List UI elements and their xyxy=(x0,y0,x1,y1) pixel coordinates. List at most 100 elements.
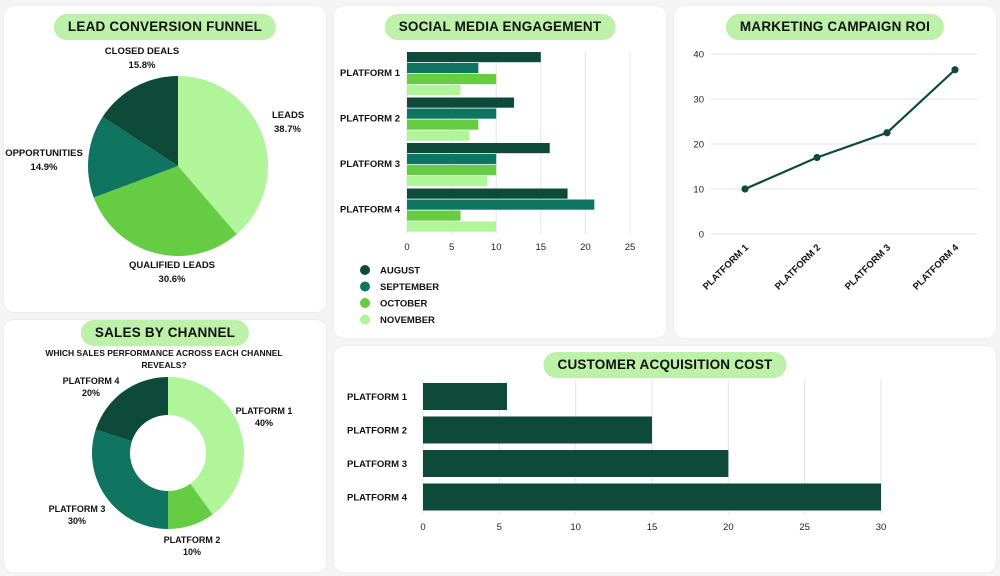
lead-funnel-card: LEAD CONVERSION FUNNEL LEADS 38.7% QUALIFI… xyxy=(4,6,326,312)
sales-channel-chart: WHICH SALES PERFORMANCE ACROSS EACH CHAN… xyxy=(45,348,292,557)
social-engagement-chart: 0 5 10 15 20 25 PLATFORM 1 PLATFORM 2 PLATFORM 3… xyxy=(340,52,636,326)
bar-platform-3-september xyxy=(407,154,497,165)
roi-point-platform-3 xyxy=(883,129,891,137)
bar-platform-3-october xyxy=(407,165,497,176)
social-engagement-card: SOCIAL MEDIA ENGAGEMENT 0 5 10 15 20 25 PLATFO… xyxy=(334,6,666,338)
donut-slice-platform-4 xyxy=(95,377,168,442)
x-tick-30: 30 xyxy=(876,522,887,533)
bar-platform-2-november xyxy=(407,130,470,141)
x-tick-platform-1: PLATFORM 1 xyxy=(701,242,752,293)
legend-marker-august xyxy=(360,265,370,275)
bar-platform-3 xyxy=(423,450,729,477)
roi-point-platform-4 xyxy=(951,66,959,74)
slice-qualified-leads xyxy=(93,166,237,256)
sales-channel-title: SALES BY CHANNEL xyxy=(80,320,250,346)
slice-closed-deals xyxy=(102,76,178,166)
y-tick-0: 0 xyxy=(699,230,704,241)
roi-point-platform-2 xyxy=(813,153,821,162)
donut-slice-platform-2 xyxy=(168,483,213,529)
donut-label-platform-2: PLATFORM 2 xyxy=(164,535,221,545)
donut-value-platform-3: 30% xyxy=(68,516,86,526)
sales-channel-subtitle: WHICH SALES PERFORMANCE ACROSS EACH CHAN… xyxy=(45,348,282,370)
donut-value-platform-4: 20% xyxy=(82,388,100,398)
legend-label-november: NOVEMBER xyxy=(380,315,435,326)
sales-channel-card: SALES BY CHANNEL WHICH SALES PERFORMANCE… xyxy=(4,320,326,572)
category-label-platform-3: PLATFORM 3 xyxy=(347,459,407,470)
category-label-platform-2: PLATFORM 2 xyxy=(347,426,407,437)
legend-marker-november xyxy=(360,314,370,325)
donut-slice-platform-3 xyxy=(91,429,168,529)
donut-label-platform-3: PLATFORM 3 xyxy=(49,504,106,514)
y-tick-40: 40 xyxy=(693,50,704,61)
y-tick-10: 10 xyxy=(693,185,704,196)
slice-label-qualified-leads: QUALIFIED LEADS xyxy=(129,260,215,271)
bar-platform-4-august xyxy=(407,188,568,199)
donut-value-platform-2: 10% xyxy=(183,547,201,557)
slice-label-closed-deals: CLOSED DEALS xyxy=(105,46,179,57)
x-tick-platform-2: PLATFORM 2 xyxy=(773,242,823,292)
campaign-roi-chart: 0 10 20 30 40 PLATFORM 1 PLATFORM 2 PLATFORM 3 P… xyxy=(693,50,978,293)
legend-label-september: SEPTEMBER xyxy=(380,282,439,293)
x-tick-15: 15 xyxy=(647,522,658,533)
legend-label-october: OCTOBER xyxy=(380,299,427,310)
x-tick-10: 10 xyxy=(570,522,581,533)
bar-platform-2-september xyxy=(407,108,497,119)
legend-marker-september xyxy=(360,281,370,292)
lead-funnel-chart: LEADS 38.7% QUALIFIED LEADS 30.6% OPPORTUNIT… xyxy=(5,46,304,285)
bar-platform-3-august xyxy=(407,143,550,154)
category-label-platform-4: PLATFORM 4 xyxy=(340,205,401,216)
campaign-roi-card: MARKETING CAMPAIGN ROI 0 10 20 30 40 PLATFORM… xyxy=(674,6,996,338)
category-label-platform-1: PLATFORM 1 xyxy=(347,392,408,403)
category-label-platform-3: PLATFORM 3 xyxy=(340,159,400,170)
bar-platform-1-september xyxy=(407,63,479,74)
bar-platform-2 xyxy=(423,416,652,444)
x-tick-10: 10 xyxy=(491,242,502,253)
slice-value-qualified-leads: 30.6% xyxy=(159,274,186,285)
donut-value-platform-1: 40% xyxy=(255,418,273,428)
acquisition-cost-card: CUSTOMER ACQUISITION COST 0 5 10 15 20 25 30 PL… xyxy=(334,346,996,572)
bar-platform-1-august xyxy=(407,52,541,63)
y-tick-30: 30 xyxy=(693,95,704,106)
x-tick-0: 0 xyxy=(420,522,425,533)
bar-platform-2-august xyxy=(407,97,515,108)
donut-label-platform-4: PLATFORM 4 xyxy=(63,376,120,386)
social-engagement-title: SOCIAL MEDIA ENGAGEMENT xyxy=(384,14,616,40)
category-label-platform-4: PLATFORM 4 xyxy=(347,493,408,504)
category-label-platform-1: PLATFORM 1 xyxy=(340,68,401,79)
bar-platform-3-november xyxy=(407,176,488,187)
slice-value-opportunities: 14.9% xyxy=(31,162,58,173)
legend-marker-october xyxy=(360,298,370,308)
bar-platform-4-october xyxy=(407,210,461,221)
y-tick-20: 20 xyxy=(693,140,704,151)
x-tick-15: 15 xyxy=(536,242,547,253)
slice-label-leads: LEADS xyxy=(272,110,304,121)
x-tick-5: 5 xyxy=(449,242,454,253)
x-tick-25: 25 xyxy=(625,242,636,253)
bar-platform-4-september xyxy=(407,199,595,210)
roi-line xyxy=(744,68,956,191)
bar-platform-4-november xyxy=(407,221,497,232)
bar-platform-2-october xyxy=(407,119,479,130)
donut-slice-platform-1 xyxy=(168,377,244,515)
acquisition-cost-chart: 0 5 10 15 20 25 30 PLATFORM 1 PLATFORM 2 PLATFORM… xyxy=(347,380,887,533)
x-tick-20: 20 xyxy=(580,242,591,253)
x-tick-0: 0 xyxy=(404,242,409,253)
x-tick-platform-4: PLATFORM 4 xyxy=(911,242,962,293)
slice-value-leads: 38.7% xyxy=(274,124,301,135)
x-tick-5: 5 xyxy=(497,522,502,533)
roi-point-platform-1 xyxy=(741,185,749,193)
x-tick-platform-3: PLATFORM 3 xyxy=(843,242,893,292)
bar-platform-1-november xyxy=(407,85,461,96)
legend-label-august: AUGUST xyxy=(380,266,420,277)
bar-platform-4 xyxy=(423,483,881,511)
x-tick-25: 25 xyxy=(799,522,810,533)
x-tick-20: 20 xyxy=(723,522,734,533)
bar-platform-1-october xyxy=(407,74,497,85)
bar-platform-1 xyxy=(423,383,507,410)
acquisition-cost-title: CUSTOMER ACQUISITION COST xyxy=(543,352,787,378)
slice-label-opportunities: OPPORTUNITIES xyxy=(5,148,83,159)
slice-leads xyxy=(178,76,268,235)
slice-opportunities xyxy=(88,116,178,198)
category-label-platform-2: PLATFORM 2 xyxy=(340,114,400,125)
campaign-roi-title: MARKETING CAMPAIGN ROI xyxy=(725,14,945,40)
